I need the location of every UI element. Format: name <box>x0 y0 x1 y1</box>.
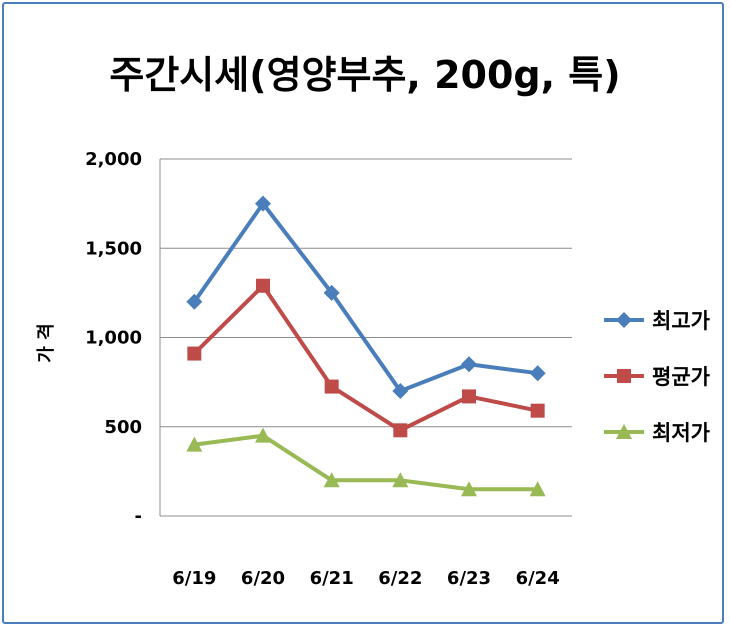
y-tick-label: 1,500 <box>85 238 142 259</box>
x-tick-label: 6/22 <box>378 568 422 589</box>
series-2 <box>187 278 545 438</box>
data-point <box>392 383 409 400</box>
legend-marker <box>616 312 632 328</box>
gridlines <box>159 158 572 517</box>
legend-label: 평균가 <box>652 365 711 389</box>
chart-title: 주간시세(영양부추, 200g, 특) <box>109 53 620 97</box>
data-point <box>529 365 546 382</box>
legend-item-3: 최저가 <box>604 421 711 445</box>
x-tick-label: 6/23 <box>447 568 491 589</box>
x-tick-label: 6/19 <box>172 568 216 589</box>
x-tick-label: 6/21 <box>310 568 354 589</box>
data-point <box>187 346 202 361</box>
data-point <box>186 436 203 452</box>
y-tick-label: - <box>135 506 142 527</box>
legend-item-1: 최고가 <box>604 309 711 333</box>
legend-marker <box>617 369 631 383</box>
y-tick-label: 2,000 <box>85 149 142 170</box>
y-tick-label: 500 <box>104 417 142 438</box>
series-line <box>194 433 538 492</box>
x-axis-ticks: 6/19 6/20 6/21 6/22 6/23 6/24 <box>172 568 559 589</box>
x-tick-label: 6/20 <box>241 568 285 589</box>
data-point <box>256 278 270 293</box>
series-3 <box>186 427 546 497</box>
series-group <box>186 195 546 497</box>
data-point <box>461 356 477 373</box>
data-point <box>324 379 339 394</box>
data-point <box>255 427 271 443</box>
x-tick-label: 6/24 <box>516 568 560 589</box>
y-axis-ticks: - 500 1,000 1,500 2,000 <box>85 149 142 527</box>
legend-label: 최저가 <box>652 421 711 445</box>
series-1 <box>186 195 546 400</box>
series-line <box>192 283 539 433</box>
data-point <box>392 472 409 488</box>
y-axis-label: 가 격 <box>36 323 57 362</box>
y-tick-label: 1,000 <box>85 328 142 349</box>
legend-item-2: 평균가 <box>604 365 711 389</box>
data-point <box>529 481 546 497</box>
data-point <box>461 481 477 497</box>
chart-frame <box>2 2 724 624</box>
data-point <box>530 403 545 418</box>
data-point <box>323 472 340 488</box>
legend-marker <box>616 424 632 439</box>
legend-label: 최고가 <box>652 309 711 333</box>
data-point <box>462 389 476 404</box>
data-point <box>186 293 203 310</box>
series-line <box>192 201 538 394</box>
data-point <box>393 423 408 438</box>
data-point <box>255 195 271 212</box>
data-point <box>323 284 340 301</box>
